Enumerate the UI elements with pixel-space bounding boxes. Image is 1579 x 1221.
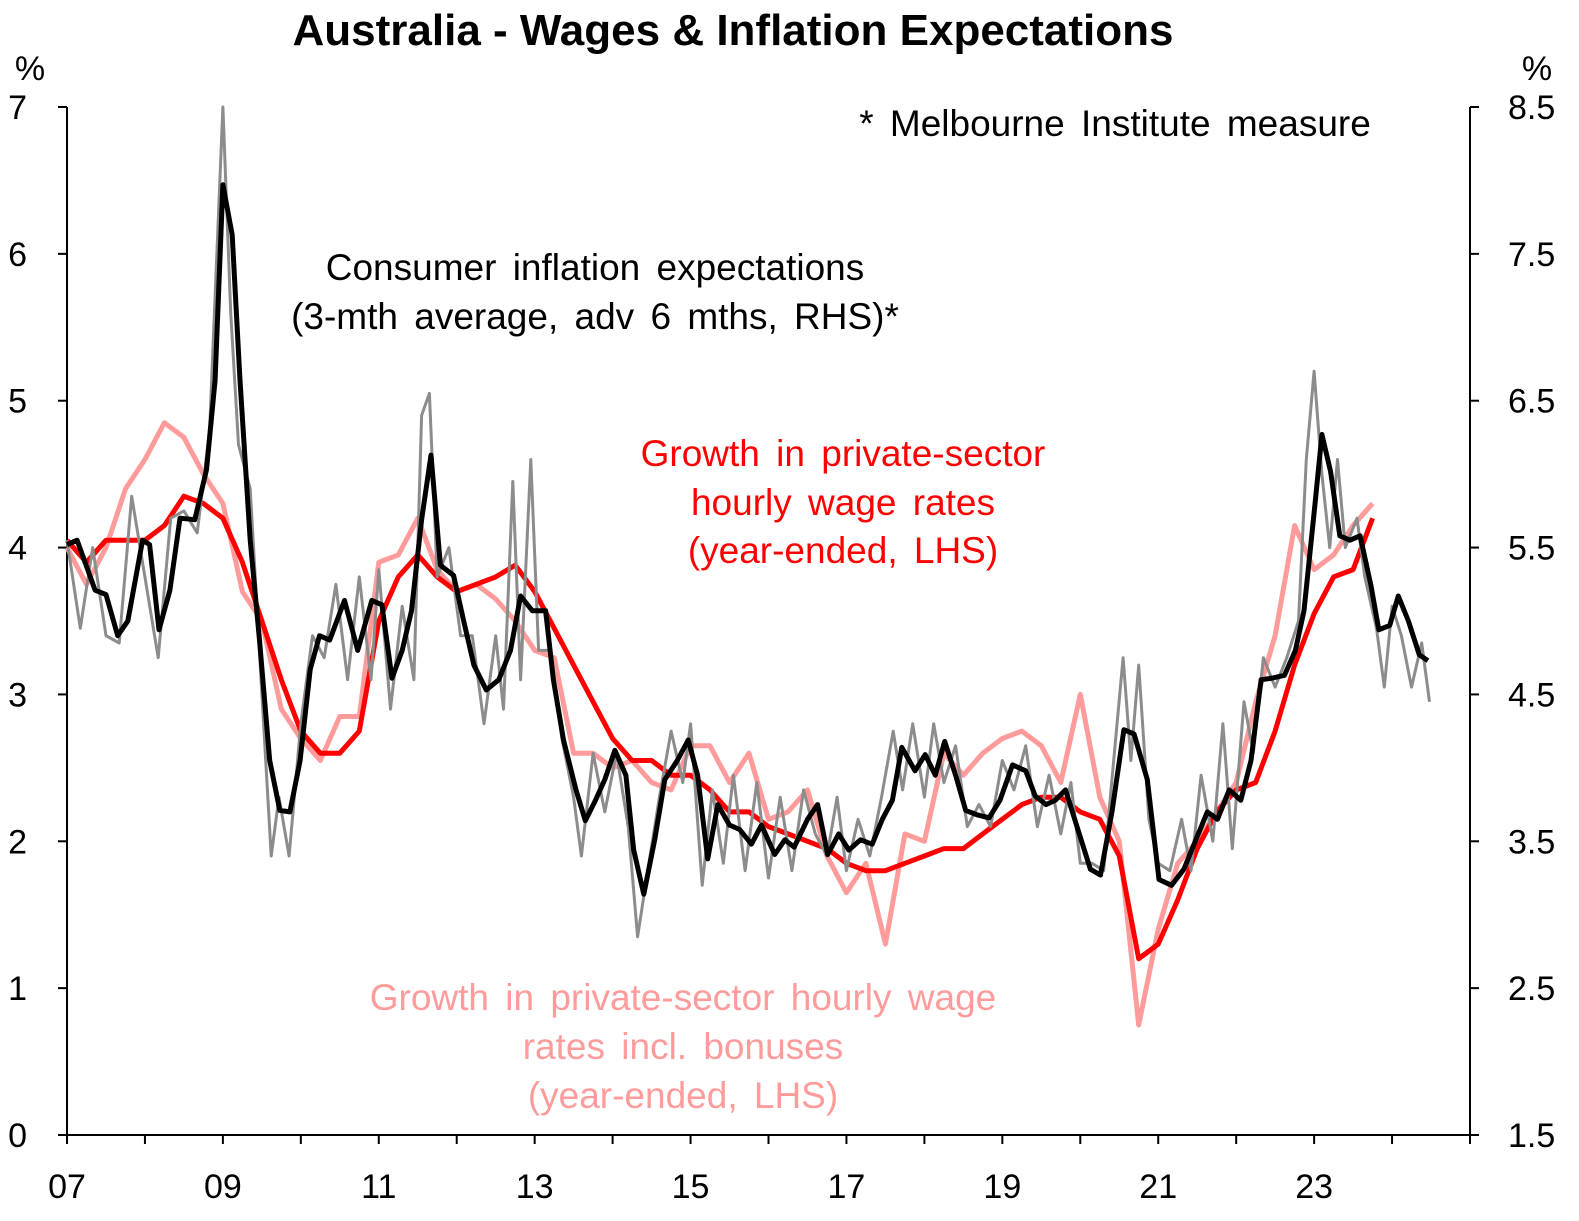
left-tick-label: 0 bbox=[8, 1117, 27, 1155]
left-tick-label: 4 bbox=[8, 530, 27, 568]
annotation-inflation: Consumer inflation expectations (3-mth a… bbox=[291, 247, 899, 337]
left-tick-label: 2 bbox=[8, 823, 27, 861]
source-note: * Melbourne Institute measure bbox=[859, 103, 1371, 144]
annotation-wages-bonus-line-3: (year-ended, LHS) bbox=[528, 1075, 838, 1116]
right-tick-label: 8.5 bbox=[1508, 89, 1555, 127]
x-tick-label: 21 bbox=[1139, 1168, 1177, 1206]
right-tick-label: 1.5 bbox=[1508, 1117, 1555, 1155]
x-tick-label: 13 bbox=[516, 1168, 554, 1206]
x-tick-label: 15 bbox=[672, 1168, 710, 1206]
annotation-inflation-line-1: Consumer inflation expectations bbox=[326, 247, 865, 288]
right-axis-unit: % bbox=[1522, 50, 1552, 88]
annotation-wages-bonus: Growth in private-sector hourly wage rat… bbox=[370, 977, 997, 1116]
annotation-inflation-line-2: (3-mth average, adv 6 mths, RHS)* bbox=[291, 296, 899, 337]
annotation-wages-line-2: hourly wage rates bbox=[691, 482, 995, 523]
x-tick-label: 23 bbox=[1295, 1168, 1333, 1206]
annotation-wages-line-1: Growth in private-sector bbox=[641, 433, 1046, 474]
annotation-wages: Growth in private-sector hourly wage rat… bbox=[641, 433, 1046, 571]
left-axis-unit: % bbox=[15, 50, 45, 88]
x-tick-label: 11 bbox=[361, 1168, 396, 1206]
chart-title: Australia - Wages & Inflation Expectatio… bbox=[293, 6, 1174, 55]
x-tick-label: 19 bbox=[983, 1168, 1021, 1206]
left-tick-label: 1 bbox=[8, 970, 27, 1008]
right-tick-label: 6.5 bbox=[1508, 383, 1555, 421]
left-tick-label: 7 bbox=[8, 89, 27, 127]
right-tick-label: 2.5 bbox=[1508, 970, 1555, 1008]
series-line-wages bbox=[65, 493, 1375, 962]
right-tick-label: 7.5 bbox=[1508, 236, 1555, 274]
right-tick-label: 5.5 bbox=[1508, 530, 1555, 568]
right-tick-label: 4.5 bbox=[1508, 676, 1555, 714]
annotation-wages-bonus-line-2: rates incl. bonuses bbox=[523, 1026, 844, 1067]
x-tick-label: 17 bbox=[828, 1168, 866, 1206]
annotation-wages-bonus-line-1: Growth in private-sector hourly wage bbox=[370, 977, 997, 1018]
left-tick-label: 3 bbox=[8, 676, 27, 714]
right-tick-label: 3.5 bbox=[1508, 823, 1555, 861]
series-line-inflation-avg bbox=[66, 182, 1430, 897]
annotation-wages-line-3: (year-ended, LHS) bbox=[688, 530, 998, 571]
x-tick-label: 09 bbox=[204, 1168, 242, 1206]
series-group bbox=[64, 105, 1431, 1028]
left-tick-label: 5 bbox=[8, 383, 27, 421]
left-tick-label: 6 bbox=[8, 236, 27, 274]
x-tick-label: 07 bbox=[48, 1168, 86, 1206]
